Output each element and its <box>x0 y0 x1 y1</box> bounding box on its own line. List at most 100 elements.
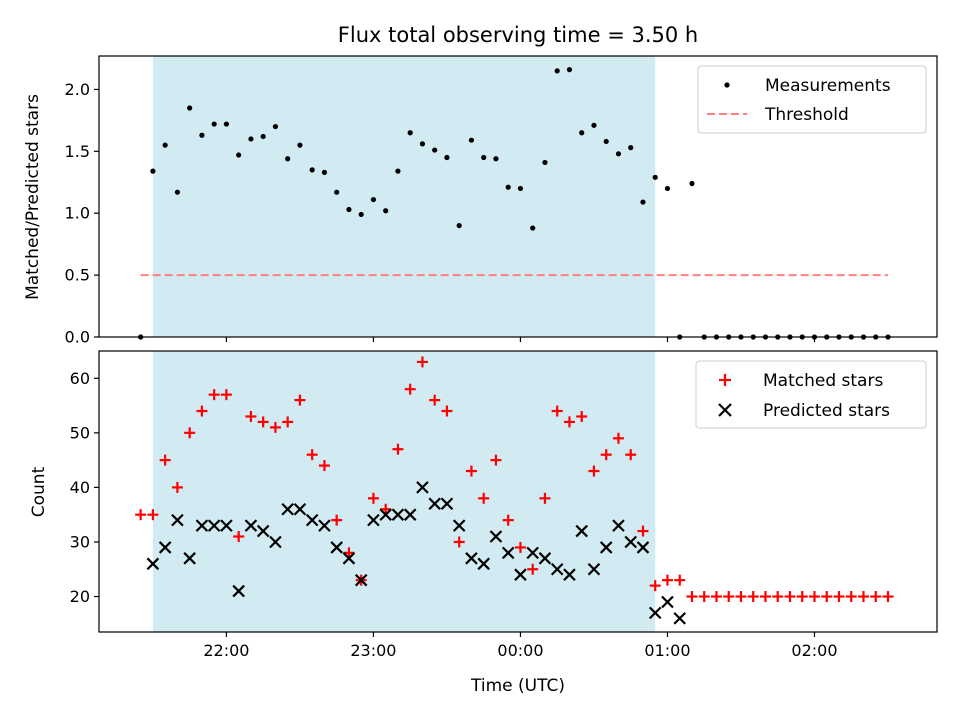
predicted-point <box>403 508 417 521</box>
matched-point <box>318 460 330 472</box>
legend-matched-marker <box>719 374 731 386</box>
legend-threshold-label: Threshold <box>764 105 849 125</box>
x-tick-label: 00:00 <box>497 641 543 660</box>
measurement-point <box>493 156 499 162</box>
predicted-point <box>489 530 503 543</box>
x-tick-label: 01:00 <box>644 641 690 660</box>
top-legend-box <box>697 65 927 134</box>
measurement-point <box>481 154 487 161</box>
predicted-point <box>342 552 356 565</box>
measurement-point <box>517 185 524 192</box>
measurement-point <box>346 206 352 213</box>
legend-measurements-label: Measurements <box>765 76 891 96</box>
matched-point <box>416 356 428 368</box>
y-tick-label: 20 <box>70 587 90 606</box>
matched-point <box>882 591 894 603</box>
measurement-point <box>554 68 560 74</box>
matched-point <box>600 449 612 461</box>
predicted-point <box>612 519 625 532</box>
matched-point <box>698 591 710 603</box>
legend-matched-label: Matched stars <box>763 371 883 391</box>
predicted-point <box>624 535 637 549</box>
matched-point <box>808 591 820 603</box>
measurement-point <box>187 105 193 111</box>
predicted-point <box>599 541 613 554</box>
legend-predicted-marker <box>718 403 732 417</box>
matched-point <box>686 591 698 603</box>
legend-measurements-marker <box>724 82 730 88</box>
measurement-point <box>383 208 389 214</box>
y-tick-label: 50 <box>70 423 90 442</box>
top-x-ticks <box>225 337 816 342</box>
matched-point <box>257 416 269 428</box>
predicted-point <box>514 568 527 581</box>
matched-point <box>784 591 796 603</box>
predicted-point <box>367 513 380 527</box>
measurement-point <box>615 151 622 157</box>
top-shaded-region <box>152 56 656 337</box>
matched-point <box>380 503 392 515</box>
predicted-point <box>354 573 368 587</box>
matched-point <box>674 574 686 586</box>
top-axes-frame <box>98 55 938 338</box>
predicted-point <box>232 584 245 598</box>
predicted-point <box>379 508 392 521</box>
matched-point <box>490 454 502 466</box>
predicted-point <box>477 557 490 571</box>
predicted-point <box>526 546 539 560</box>
matched-point <box>135 509 147 521</box>
top-legend: Measurements Threshold <box>697 65 927 134</box>
matched-point <box>796 591 808 603</box>
predicted-point <box>636 541 650 554</box>
y-tick-label: 60 <box>70 369 90 388</box>
matched-point <box>233 531 245 543</box>
x-tick-label: 02:00 <box>791 641 837 660</box>
top-y-ticks: 0.0 0.5 1.0 1.5 2.0 <box>65 80 99 347</box>
measurement-point <box>468 137 475 143</box>
predicted-point <box>550 562 564 576</box>
y-tick-label: 1.5 <box>65 142 90 161</box>
bottom-x-ticks: 22:00 23:00 00:00 01:00 02:00 <box>203 632 838 660</box>
predicted-point <box>183 552 196 565</box>
measurement-point <box>689 180 695 187</box>
measurement-point <box>248 136 254 142</box>
chart-title: Flux total observing time = 3.50 h <box>338 23 698 47</box>
matched-point <box>551 405 563 417</box>
matched-point <box>184 427 196 439</box>
measurement-point <box>566 67 573 73</box>
matched-point <box>857 591 869 603</box>
matched-point <box>759 591 771 603</box>
matched-point <box>527 563 539 575</box>
bottom-marks <box>135 356 894 625</box>
predicted-point <box>416 481 429 494</box>
predicted-point <box>587 562 601 576</box>
matched-point <box>588 465 600 477</box>
matched-point <box>453 536 465 548</box>
matched-point <box>159 454 171 466</box>
matched-point <box>661 574 673 586</box>
top-panel: 0.00.51.01.52.0 Matched/Predicted stars … <box>23 55 938 347</box>
matched-point <box>282 416 294 428</box>
predicted-point <box>648 606 662 620</box>
measurement-point <box>272 123 279 130</box>
matched-point <box>269 421 281 433</box>
y-tick-label: 0.5 <box>65 266 90 285</box>
y-tick-label: 40 <box>70 478 90 497</box>
measurement-point <box>419 141 426 147</box>
matched-point <box>870 591 882 603</box>
predicted-point <box>256 524 270 538</box>
matched-point <box>637 525 649 537</box>
predicted-point <box>538 552 552 565</box>
x-tick-label: 22:00 <box>203 641 249 660</box>
measurement-point <box>652 174 658 180</box>
measurement-point <box>432 147 438 153</box>
matched-point <box>747 591 759 603</box>
measurement-point <box>407 130 413 136</box>
matched-point <box>772 591 784 603</box>
predicted-point <box>244 519 258 532</box>
measurement-point <box>358 211 364 218</box>
bottom-y-ticks: 20 30 40 50 60 <box>70 369 99 606</box>
predicted-point <box>195 519 209 532</box>
measurement-point <box>505 184 511 190</box>
predicted-point <box>281 502 294 516</box>
